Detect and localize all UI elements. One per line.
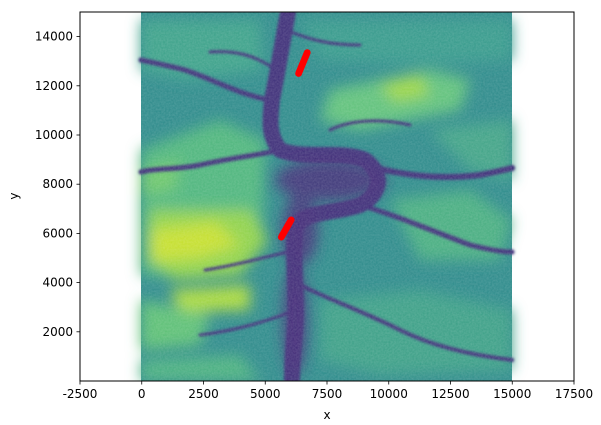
- y-tick-label: 10000: [35, 128, 73, 142]
- y-tick-label: 14000: [35, 30, 73, 44]
- y-axis-ticks: 2000 4000 6000 8000 10000 12000 14000: [35, 30, 80, 339]
- y-tick-label: 4000: [42, 276, 73, 290]
- y-tick-label: 12000: [35, 79, 73, 93]
- x-tick-label: 17500: [555, 387, 593, 401]
- y-tick-label: 2000: [42, 325, 73, 339]
- x-axis-ticks: -2500 0 2500 5000 7500 10000 12500 15000 17500: [63, 381, 593, 401]
- x-tick-label: -2500: [63, 387, 98, 401]
- x-tick-label: 12500: [431, 387, 469, 401]
- x-tick-label: 15000: [493, 387, 531, 401]
- y-tick-label: 8000: [42, 177, 73, 191]
- terrain-raster: [138, 12, 515, 381]
- x-tick-label: 10000: [370, 387, 408, 401]
- x-tick-label: 7500: [312, 387, 343, 401]
- x-tick-label: 2500: [188, 387, 219, 401]
- x-tick-label: 0: [138, 387, 146, 401]
- overlay-points: [277, 49, 311, 241]
- y-tick-label: 6000: [42, 226, 73, 240]
- x-tick-label: 5000: [250, 387, 281, 401]
- overlay-point: [303, 49, 311, 56]
- x-axis-label: x: [323, 408, 330, 422]
- overlay-point: [287, 216, 295, 224]
- y-axis-label: y: [7, 192, 21, 199]
